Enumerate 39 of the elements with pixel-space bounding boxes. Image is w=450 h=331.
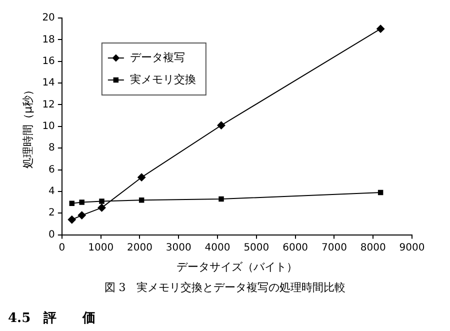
y-tick-label: 4 [48, 186, 55, 198]
y-tick-label: 20 [42, 12, 55, 24]
x-tick-label: 1000 [88, 242, 114, 254]
x-axis-title: データサイズ（バイト） [176, 260, 298, 274]
point [376, 24, 385, 33]
x-tick-label: 6000 [282, 242, 308, 254]
x-tick-label: 0 [58, 242, 66, 254]
x-tick-label: 4000 [204, 242, 230, 254]
x-tick-label: 2000 [126, 242, 152, 254]
point [138, 173, 146, 182]
y-tick-label: 16 [42, 56, 55, 67]
x-tick-label: 5000 [244, 242, 270, 254]
y-tick-label: 14 [42, 78, 55, 89]
x-tick-label: 7000 [321, 242, 347, 254]
point [68, 216, 76, 224]
text: 4.5 評 価 [8, 310, 97, 327]
point [138, 197, 144, 203]
point [98, 204, 106, 212]
point [218, 196, 224, 202]
point [69, 200, 75, 206]
y-axis-title: 処理時間（μ秒） [21, 84, 34, 168]
caption: 図 3 実メモリ交換とデータ複写の処理時間比較 [103, 280, 347, 295]
point [78, 211, 86, 220]
point [79, 200, 84, 205]
point [378, 190, 384, 196]
y-tick-label: 2 [48, 208, 55, 219]
x-tick-label: 8000 [360, 242, 386, 254]
legend-label: 実メモリ交換 [130, 72, 196, 86]
legend-label: データ複写 [130, 50, 185, 64]
y-tick-label: 6 [48, 164, 55, 176]
y-tick-label: 12 [42, 99, 55, 110]
point [99, 198, 104, 204]
x-tick-label: 9000 [399, 242, 425, 254]
y-tick-label: 18 [42, 34, 55, 46]
point [217, 121, 226, 130]
x-tick-label: 3000 [166, 242, 192, 254]
y-tick-label: 0 [48, 229, 55, 240]
y-tick-label: 10 [42, 120, 55, 132]
y-tick-label: 8 [48, 142, 55, 154]
